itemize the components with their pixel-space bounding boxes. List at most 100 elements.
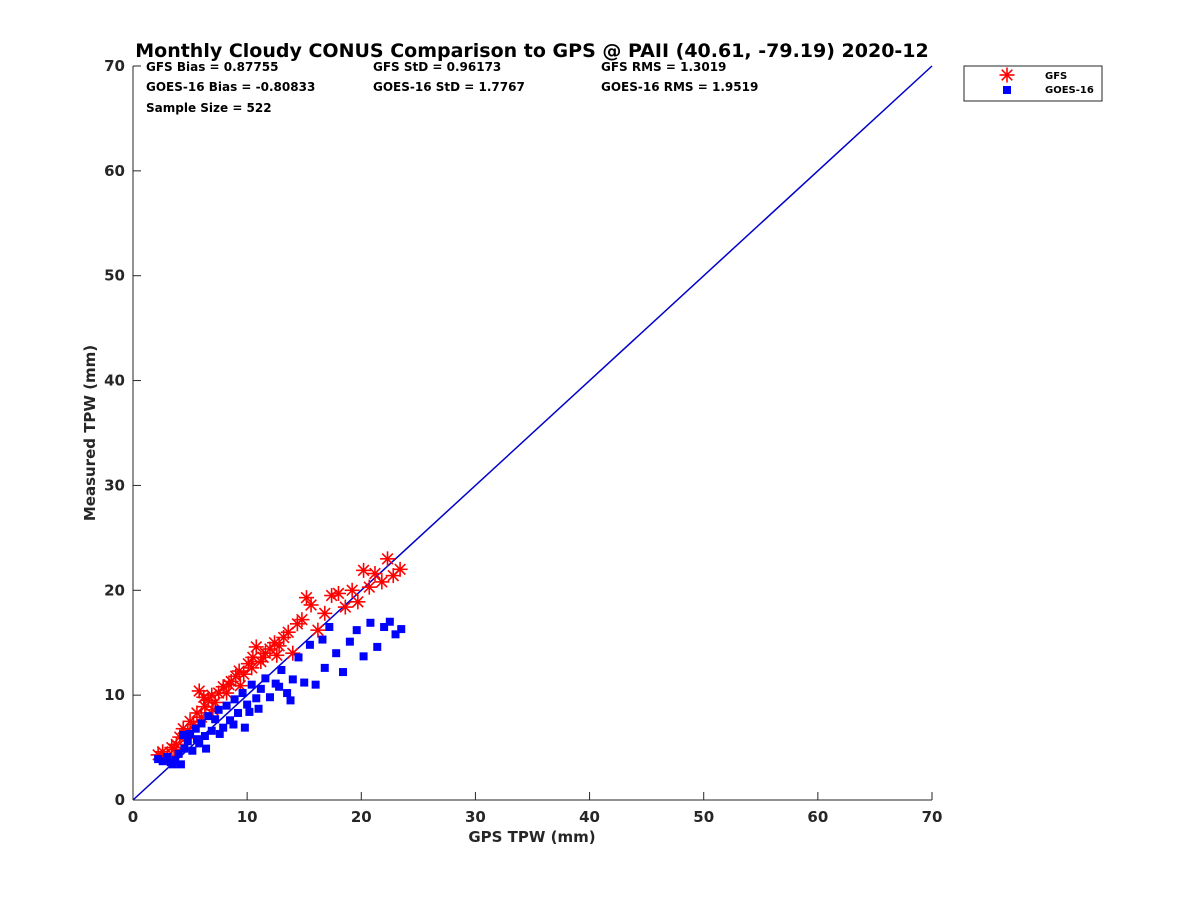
goes16-point xyxy=(359,652,368,661)
gfs-point xyxy=(374,574,390,590)
gfs-point xyxy=(280,624,296,640)
gfs-point xyxy=(330,585,346,601)
goes16-point xyxy=(391,630,400,639)
goes16-point xyxy=(385,617,394,626)
stat-gfs-rms: GFS RMS = 1.3019 xyxy=(601,60,726,74)
y-tick-label: 70 xyxy=(104,57,125,75)
goes16-point xyxy=(245,707,254,716)
goes16-point xyxy=(243,700,252,709)
gfs-point xyxy=(196,689,212,705)
goes16-point xyxy=(186,729,195,738)
x-tick-label: 10 xyxy=(237,808,258,826)
legend-gfs-label: GFS xyxy=(1045,71,1067,82)
plot-marks xyxy=(132,65,933,801)
stat-goes-std: GOES-16 StD = 1.7767 xyxy=(373,80,525,94)
goes16-point xyxy=(247,680,256,689)
goes16-point xyxy=(204,712,213,721)
y-tick-label: 60 xyxy=(104,162,125,180)
goes16-point xyxy=(332,649,341,658)
goes16-point xyxy=(174,749,183,758)
goes16-point xyxy=(234,708,243,717)
gfs-point xyxy=(367,566,383,582)
stat-goes-bias: GOES-16 Bias = -0.80833 xyxy=(146,80,315,94)
goes16-point xyxy=(380,622,389,631)
goes16-point xyxy=(192,735,201,744)
y-tick-label: 50 xyxy=(104,267,125,285)
gfs-point xyxy=(344,582,360,598)
goes16-point xyxy=(256,684,265,693)
gfs-point xyxy=(303,597,319,613)
goes16-point xyxy=(339,668,348,677)
goes16-point xyxy=(202,744,211,753)
axes xyxy=(132,66,932,801)
stat-gfs-bias: GFS Bias = 0.87755 xyxy=(146,60,278,74)
x-ticks: 0 10 20 30 40 50 60 70 xyxy=(128,792,943,826)
legend-goes16-marker xyxy=(1003,86,1011,94)
legend-goes16-label: GOES-16 xyxy=(1045,85,1094,96)
goes16-point xyxy=(154,755,163,764)
goes16-point xyxy=(171,756,180,765)
gfs-point xyxy=(221,677,237,693)
goes16-point xyxy=(320,663,329,672)
gfs-point xyxy=(350,594,366,610)
goes16-point xyxy=(240,723,249,732)
goes16-point xyxy=(345,637,354,646)
gfs-point xyxy=(294,612,310,628)
gfs-point xyxy=(244,660,260,676)
goes16-point xyxy=(188,746,197,755)
x-tick-label: 50 xyxy=(693,808,714,826)
one-to-one-line xyxy=(132,65,933,801)
goes16-point xyxy=(373,642,382,651)
goes16-point xyxy=(200,732,209,741)
goes16-point xyxy=(222,701,231,710)
goes16-point xyxy=(219,723,228,732)
gfs-point xyxy=(356,562,372,578)
goes16-point xyxy=(197,719,206,728)
y-axis-label: Measured TPW (mm) xyxy=(81,345,99,521)
x-tick-label: 70 xyxy=(922,808,943,826)
x-tick-label: 60 xyxy=(807,808,828,826)
goes16-point xyxy=(180,744,189,753)
goes16-point xyxy=(176,760,185,769)
gfs-point xyxy=(310,622,326,638)
goes16-point xyxy=(311,680,320,689)
gfs-point xyxy=(392,561,408,577)
goes16-point xyxy=(318,635,327,644)
goes16-point xyxy=(397,625,406,634)
y-ticks: 0 10 20 30 40 50 60 70 xyxy=(104,57,141,809)
legend-goes16-square xyxy=(1003,86,1011,94)
goes16-point xyxy=(163,753,172,762)
goes16-point xyxy=(229,720,238,729)
stat-goes-rms: GOES-16 RMS = 1.9519 xyxy=(601,80,758,94)
goes16-point xyxy=(265,693,274,702)
goes16-point xyxy=(238,689,247,698)
legend-gfs-marker xyxy=(999,67,1015,83)
gfs-point xyxy=(324,588,340,604)
y-tick-label: 0 xyxy=(115,791,125,809)
x-tick-label: 0 xyxy=(128,808,138,826)
goes16-point xyxy=(277,665,286,674)
y-tick-label: 20 xyxy=(104,581,125,599)
chart-title: Monthly Cloudy CONUS Comparison to GPS @… xyxy=(135,40,929,62)
y-tick-label: 10 xyxy=(104,686,125,704)
goes16-point xyxy=(261,674,270,683)
y-tick-label: 30 xyxy=(104,476,125,494)
goes16-point xyxy=(286,696,295,705)
goes16-point xyxy=(195,739,204,748)
goes16-point xyxy=(168,760,177,769)
legend: GFS GOES-16 xyxy=(963,65,1103,102)
gfs-point xyxy=(248,639,264,655)
goes16-point xyxy=(230,695,239,704)
goes16-point xyxy=(283,689,292,698)
x-axis-label: GPS TPW (mm) xyxy=(468,828,595,846)
gfs-point xyxy=(361,579,377,595)
goes16-point xyxy=(275,682,284,691)
goes16-point xyxy=(294,653,303,662)
gfs-point xyxy=(380,551,396,567)
stats-block: GFS Bias = 0.87755 GFS StD = 0.96173 GFS… xyxy=(146,60,758,115)
series-goes-16 xyxy=(154,617,406,769)
gfs-point xyxy=(337,599,353,615)
goes16-point xyxy=(214,705,223,714)
goes16-point xyxy=(158,757,167,766)
